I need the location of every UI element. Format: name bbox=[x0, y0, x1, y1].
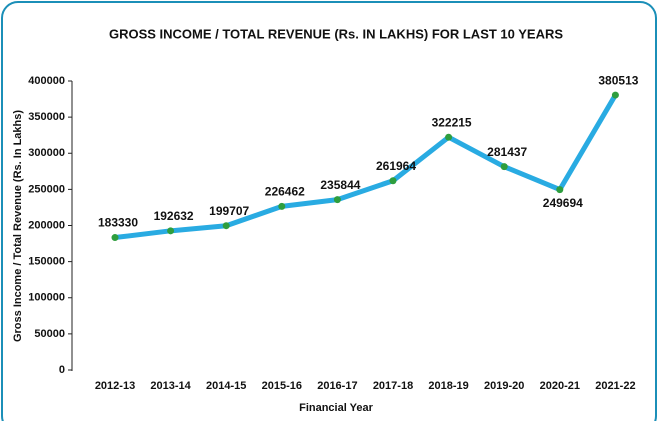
x-tick-label: 2016-17 bbox=[317, 380, 357, 392]
marker bbox=[222, 222, 230, 230]
y-tick-label: 0 bbox=[59, 364, 65, 376]
marker bbox=[445, 133, 453, 141]
marker bbox=[556, 186, 564, 194]
data-label: 192632 bbox=[154, 209, 194, 223]
marker bbox=[278, 202, 286, 210]
marker bbox=[389, 177, 397, 185]
x-tick-label: 2018-19 bbox=[428, 380, 468, 392]
data-label: 380513 bbox=[598, 73, 638, 87]
x-tick-label: 2019-20 bbox=[484, 380, 524, 392]
y-tick-label: 150000 bbox=[28, 256, 65, 268]
data-label: 281437 bbox=[487, 145, 527, 159]
data-label: 183330 bbox=[98, 216, 138, 230]
y-tick-label: 50000 bbox=[34, 328, 65, 340]
y-tick-label: 100000 bbox=[28, 292, 65, 304]
x-tick-label: 2015-16 bbox=[262, 380, 302, 392]
x-tick-label: 2021-22 bbox=[595, 380, 635, 392]
data-label: 322215 bbox=[432, 115, 472, 129]
marker bbox=[333, 196, 341, 204]
marker bbox=[167, 227, 175, 235]
y-tick-label: 400000 bbox=[28, 75, 65, 87]
x-tick-label: 2013-14 bbox=[150, 380, 191, 392]
y-tick-label: 250000 bbox=[28, 183, 65, 195]
y-tick-label: 300000 bbox=[28, 147, 65, 159]
y-axis-label: Gross Income / Total Revenue (Rs. In Lak… bbox=[12, 110, 24, 342]
y-tick-label: 200000 bbox=[28, 219, 65, 231]
data-label: 261964 bbox=[376, 159, 416, 173]
chart-title: GROSS INCOME / TOTAL REVENUE (Rs. IN LAK… bbox=[109, 26, 563, 41]
y-tick-label: 350000 bbox=[28, 111, 65, 123]
marker bbox=[500, 163, 508, 171]
data-label: 249694 bbox=[543, 196, 583, 210]
x-tick-label: 2020-21 bbox=[540, 380, 580, 392]
data-label: 226462 bbox=[265, 185, 305, 199]
data-label: 199707 bbox=[209, 204, 249, 218]
line bbox=[112, 92, 618, 241]
marker bbox=[611, 91, 619, 99]
x-tick-label: 2017-18 bbox=[373, 380, 413, 392]
marker bbox=[111, 234, 119, 242]
data-label: 235844 bbox=[320, 178, 360, 192]
x-tick-label: 2014-15 bbox=[206, 380, 246, 392]
x-tick-label: 2012-13 bbox=[95, 380, 135, 392]
x-axis-label: Financial Year bbox=[299, 402, 374, 414]
